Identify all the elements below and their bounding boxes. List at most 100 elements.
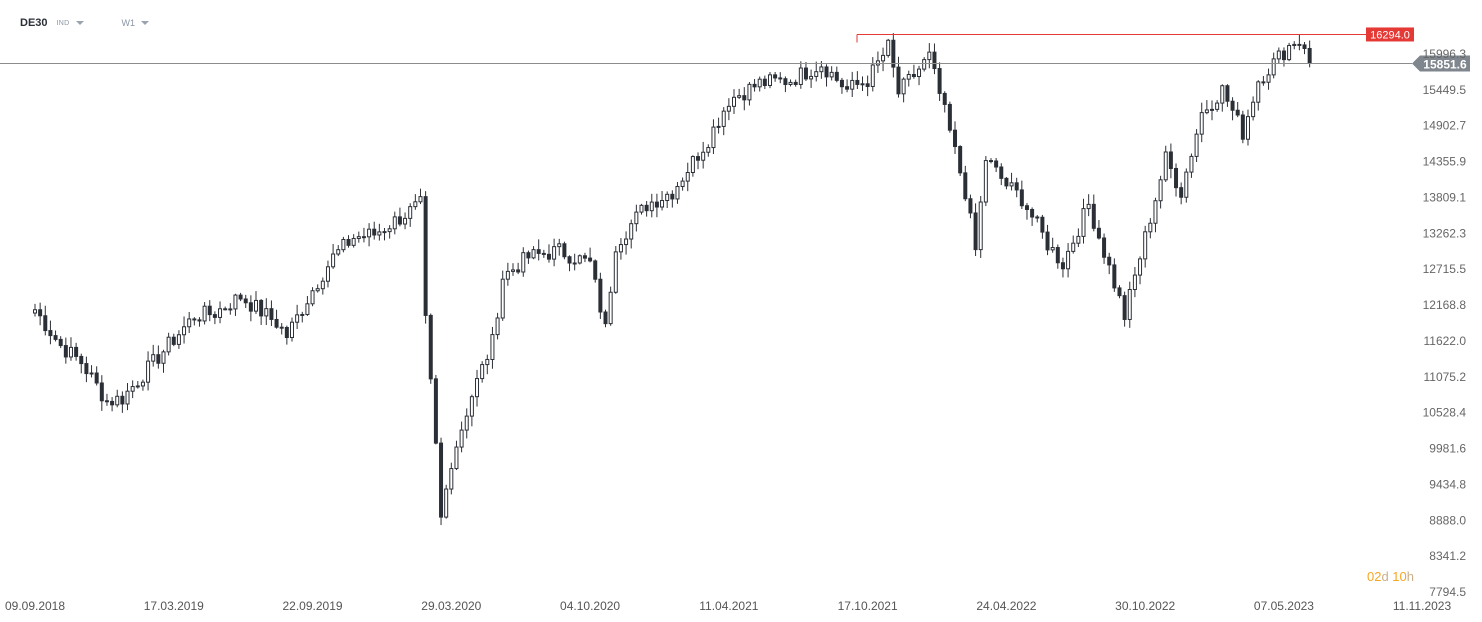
candle: [1251, 96, 1256, 121]
candle: [500, 270, 505, 321]
candle: [459, 421, 464, 453]
candle: [1096, 220, 1101, 240]
x-axis: 09.09.2018 17.03.2019 22.09.2019 29.03.2020…: [5, 599, 1451, 613]
candle: [516, 262, 521, 275]
candle: [927, 43, 932, 69]
candle: [803, 62, 808, 81]
candle: [48, 320, 53, 345]
y-tick-label: 13262.3: [1423, 226, 1467, 240]
candle: [1040, 214, 1045, 239]
candle: [361, 227, 366, 243]
candle: [433, 374, 438, 445]
candle: [510, 263, 515, 276]
candle: [38, 302, 43, 326]
timeframe-label[interactable]: W1: [121, 18, 136, 28]
candle: [176, 330, 181, 349]
candle: [865, 75, 870, 97]
candle: [377, 223, 382, 241]
candle: [94, 366, 99, 386]
candle: [1158, 175, 1163, 209]
candle: [1163, 145, 1168, 183]
symbol-label[interactable]: DE30: [20, 17, 48, 29]
y-tick-label: 15996.3: [1423, 47, 1467, 61]
candle: [408, 203, 413, 227]
candle: [310, 287, 315, 307]
y-tick-label: 12168.8: [1423, 298, 1467, 312]
candle: [726, 98, 731, 121]
candle: [618, 238, 623, 260]
candle: [305, 295, 310, 316]
candle: [1174, 163, 1179, 197]
candle: [1132, 267, 1137, 298]
candle: [284, 325, 289, 345]
candle: [767, 72, 772, 89]
candle: [582, 252, 587, 263]
candle: [428, 313, 433, 384]
candle: [608, 286, 613, 326]
candle: [63, 337, 68, 364]
candle: [629, 219, 634, 249]
candle: [254, 291, 259, 314]
candle: [711, 119, 716, 154]
candle: [1220, 84, 1225, 112]
candle: [197, 317, 202, 327]
candle: [120, 391, 125, 413]
countdown-hours: 10: [1392, 569, 1407, 584]
candle: [274, 309, 279, 329]
candle: [613, 246, 618, 294]
candle: [1076, 228, 1081, 248]
candle: [881, 47, 886, 72]
candle: [387, 225, 392, 239]
candle: [999, 163, 1004, 186]
candle: [660, 190, 665, 211]
y-tick-label: 8341.2: [1429, 549, 1466, 563]
candle: [212, 311, 217, 325]
candle: [1256, 80, 1261, 111]
symbol-dropdown-icon[interactable]: [75, 21, 84, 25]
candle: [742, 87, 747, 111]
candle: [958, 145, 963, 177]
candle: [182, 316, 187, 344]
candle: [917, 65, 922, 86]
candle: [192, 317, 197, 326]
candle: [1261, 76, 1266, 86]
candle: [89, 365, 94, 378]
candle: [1117, 285, 1122, 299]
candle: [346, 235, 351, 248]
candle: [1050, 237, 1055, 253]
candle: [1086, 194, 1091, 217]
candle: [654, 193, 659, 218]
candle: [793, 79, 798, 87]
candle: [418, 188, 423, 205]
candle: [922, 57, 927, 72]
candle: [932, 43, 937, 75]
candle: [1143, 225, 1148, 268]
candle: [1225, 84, 1230, 107]
candle: [526, 250, 531, 264]
candle: [978, 195, 983, 258]
candle: [947, 101, 952, 133]
candle: [1071, 235, 1076, 254]
candle: [737, 88, 742, 100]
candle: [732, 89, 737, 114]
x-tick-label: 29.03.2020: [421, 599, 481, 613]
timeframe-dropdown-icon[interactable]: [141, 21, 149, 25]
candle: [634, 204, 639, 232]
candle: [1210, 100, 1215, 121]
candle: [320, 277, 325, 295]
candle: [834, 66, 839, 83]
candle: [243, 294, 248, 309]
candle: [850, 71, 855, 98]
candle: [104, 393, 109, 406]
candle: [423, 191, 428, 324]
candle: [546, 244, 551, 263]
candle: [356, 231, 361, 243]
candle: [413, 194, 418, 210]
y-tick-label: 14355.9: [1423, 155, 1467, 169]
candle: [814, 61, 819, 82]
candle: [1081, 198, 1086, 244]
candle: [696, 152, 701, 170]
candle: [911, 64, 916, 79]
y-tick-label: 11075.2: [1424, 370, 1467, 384]
